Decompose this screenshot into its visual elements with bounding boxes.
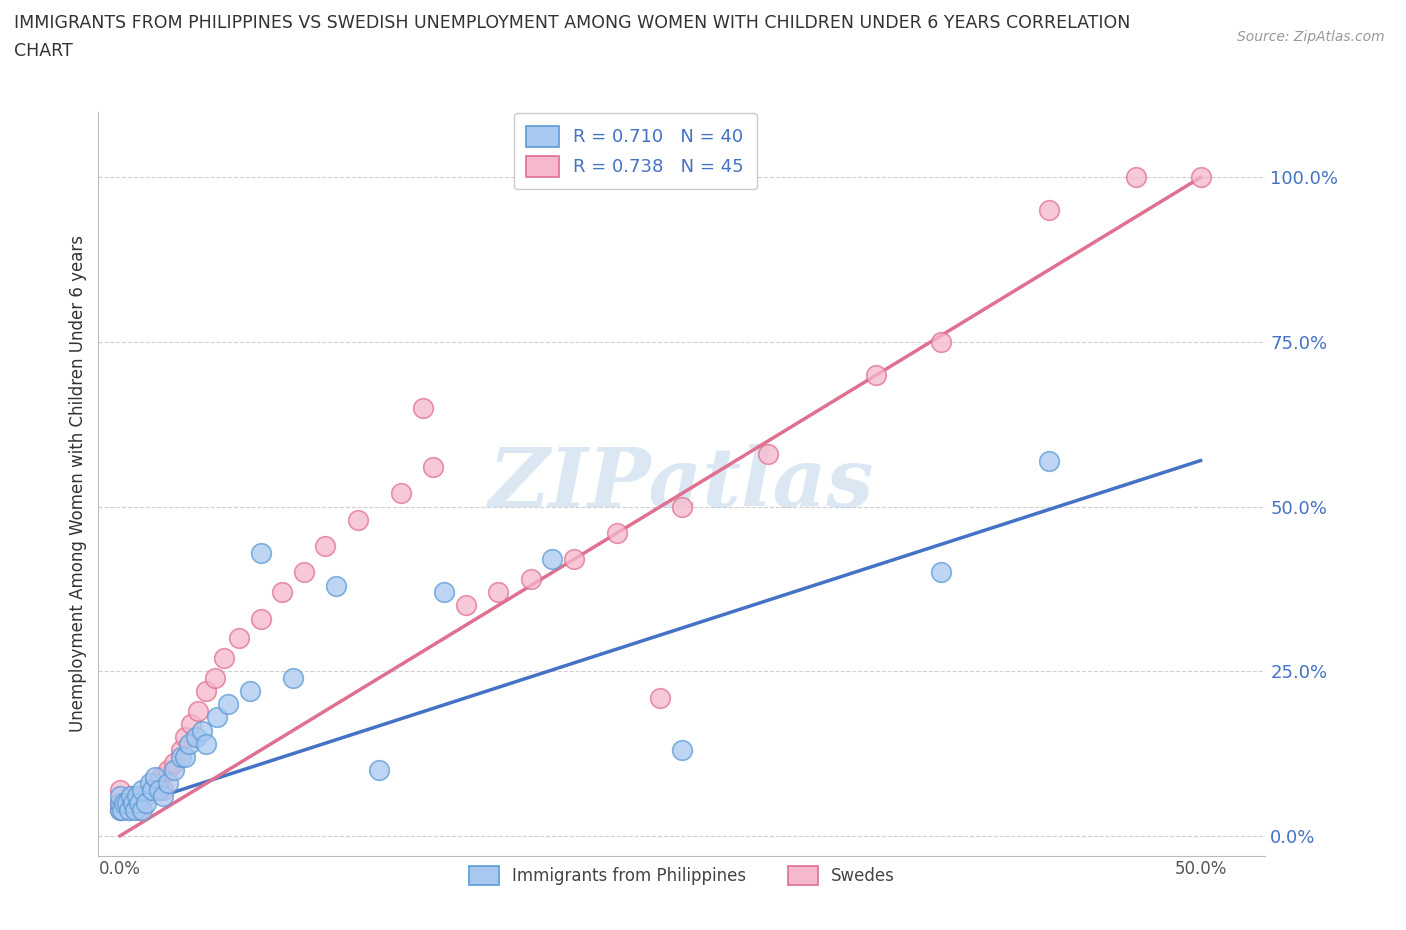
- Y-axis label: Unemployment Among Women with Children Under 6 years: Unemployment Among Women with Children U…: [69, 235, 87, 732]
- Point: [314, 538, 336, 553]
- Legend: Immigrants from Philippines, Swedes: Immigrants from Philippines, Swedes: [463, 859, 901, 892]
- Point: [139, 776, 162, 790]
- Point: [368, 763, 391, 777]
- Point: [433, 585, 456, 600]
- Point: [207, 710, 229, 724]
- Point: [562, 551, 585, 566]
- Point: [131, 802, 153, 817]
- Point: [108, 782, 131, 797]
- Point: [152, 789, 174, 804]
- Point: [118, 802, 141, 817]
- Point: [135, 795, 157, 810]
- Point: [135, 789, 157, 804]
- Point: [150, 769, 173, 784]
- Point: [412, 401, 434, 416]
- Point: [929, 335, 952, 350]
- Point: [173, 730, 195, 745]
- Point: [486, 585, 509, 600]
- Point: [671, 743, 693, 758]
- Point: [163, 756, 186, 771]
- Point: [115, 795, 138, 810]
- Point: [239, 684, 262, 698]
- Point: [156, 763, 179, 777]
- Point: [184, 730, 207, 745]
- Text: Source: ZipAtlas.com: Source: ZipAtlas.com: [1237, 30, 1385, 44]
- Point: [929, 565, 952, 580]
- Point: [108, 795, 131, 810]
- Point: [122, 795, 145, 810]
- Point: [217, 697, 239, 711]
- Point: [204, 671, 226, 685]
- Point: [120, 789, 142, 804]
- Point: [249, 611, 271, 626]
- Point: [112, 795, 135, 810]
- Point: [195, 737, 218, 751]
- Point: [169, 750, 191, 764]
- Point: [112, 795, 135, 810]
- Point: [124, 802, 146, 817]
- Point: [108, 789, 131, 804]
- Point: [131, 789, 153, 804]
- Point: [128, 795, 150, 810]
- Point: [1189, 170, 1212, 185]
- Point: [169, 743, 191, 758]
- Point: [325, 578, 347, 593]
- Point: [156, 776, 179, 790]
- Point: [281, 671, 304, 685]
- Point: [249, 545, 271, 560]
- Point: [111, 802, 134, 817]
- Point: [163, 763, 186, 777]
- Point: [191, 723, 214, 737]
- Point: [141, 782, 163, 797]
- Point: [131, 782, 153, 797]
- Point: [756, 446, 779, 461]
- Text: IMMIGRANTS FROM PHILIPPINES VS SWEDISH UNEMPLOYMENT AMONG WOMEN WITH CHILDREN UN: IMMIGRANTS FROM PHILIPPINES VS SWEDISH U…: [14, 14, 1130, 32]
- Point: [422, 459, 444, 474]
- Point: [195, 684, 218, 698]
- Point: [519, 572, 541, 587]
- Point: [671, 499, 693, 514]
- Point: [650, 690, 672, 705]
- Point: [148, 782, 170, 797]
- Point: [143, 769, 166, 784]
- Point: [228, 631, 250, 645]
- Point: [541, 551, 564, 566]
- Point: [124, 795, 146, 810]
- Point: [606, 525, 628, 540]
- Point: [454, 598, 477, 613]
- Point: [389, 486, 412, 501]
- Point: [1038, 453, 1060, 468]
- Point: [271, 585, 294, 600]
- Point: [180, 716, 202, 731]
- Point: [173, 750, 195, 764]
- Text: CHART: CHART: [14, 42, 73, 60]
- Point: [128, 802, 150, 817]
- Point: [120, 789, 142, 804]
- Point: [152, 782, 174, 797]
- Point: [118, 802, 141, 817]
- Point: [108, 802, 131, 817]
- Point: [292, 565, 315, 580]
- Point: [187, 703, 209, 718]
- Point: [146, 776, 169, 790]
- Text: ZIPatlas: ZIPatlas: [489, 444, 875, 524]
- Point: [141, 782, 163, 797]
- Point: [179, 737, 201, 751]
- Point: [108, 795, 131, 810]
- Point: [1125, 170, 1147, 185]
- Point: [346, 512, 368, 527]
- Point: [212, 651, 235, 666]
- Point: [127, 789, 149, 804]
- Point: [865, 367, 887, 382]
- Point: [108, 802, 131, 817]
- Point: [1038, 203, 1060, 218]
